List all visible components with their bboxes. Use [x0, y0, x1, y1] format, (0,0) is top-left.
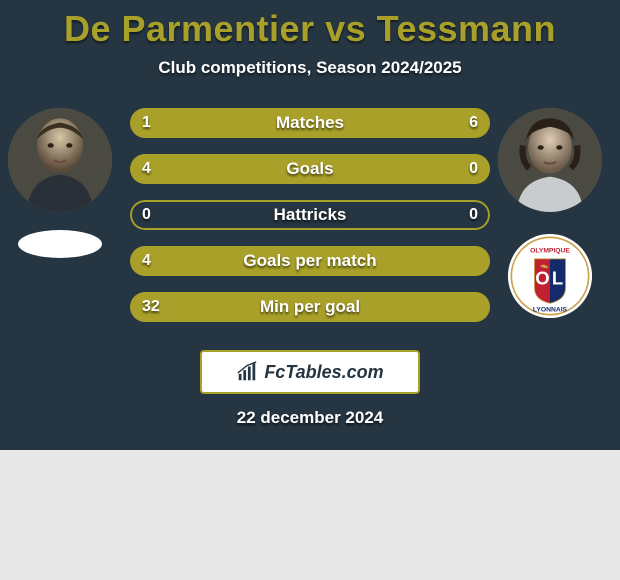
player-left-club-badge	[18, 230, 102, 258]
stat-bar-left	[130, 246, 490, 276]
avatar-placeholder-icon	[8, 108, 112, 212]
stat-bar-outline	[130, 200, 490, 230]
stat-bar-left	[130, 292, 490, 322]
comparison-card: De Parmentier vs Tessmann Club competiti…	[0, 0, 620, 450]
player-left-avatar	[8, 108, 112, 212]
club-badge-icon: OLYMPIQUE LYONNAIS O L	[508, 234, 592, 318]
page-title: De Parmentier vs Tessmann	[0, 0, 620, 50]
svg-text:L: L	[552, 267, 563, 288]
stat-row: 32Min per goal	[130, 292, 490, 322]
stat-bar-right	[180, 108, 490, 138]
stat-row: 40Goals	[130, 154, 490, 184]
stat-value-left: 0	[142, 200, 151, 230]
svg-text:LYONNAIS: LYONNAIS	[533, 306, 568, 313]
stat-value-right: 0	[469, 200, 478, 230]
branding-text: FcTables.com	[264, 362, 383, 383]
chart-icon	[236, 361, 258, 383]
stat-label: Hattricks	[130, 200, 490, 230]
subtitle: Club competitions, Season 2024/2025	[0, 58, 620, 78]
svg-text:OLYMPIQUE: OLYMPIQUE	[530, 247, 570, 254]
player-right-avatar	[498, 108, 602, 212]
stat-row: 0 0Hattricks	[130, 200, 490, 230]
player-left-column	[8, 108, 112, 258]
date-label: 22 december 2024	[0, 408, 620, 428]
stat-bar-left	[130, 108, 180, 138]
stat-row: 4Goals per match	[130, 246, 490, 276]
player-right-club-badge: OLYMPIQUE LYONNAIS O L	[508, 234, 592, 318]
branding-badge: FcTables.com	[200, 350, 420, 394]
stat-bar-left	[130, 154, 490, 184]
svg-text:O: O	[535, 267, 549, 288]
stat-bars: 16Matches 40Goals 0 0Hattricks 4Goals per ma…	[130, 108, 490, 338]
content-area: OLYMPIQUE LYONNAIS O L 16Matches 40Goals 0…	[0, 108, 620, 338]
player-right-column: OLYMPIQUE LYONNAIS O L	[498, 108, 602, 318]
avatar-placeholder-icon	[498, 108, 602, 212]
stat-row: 16Matches	[130, 108, 490, 138]
